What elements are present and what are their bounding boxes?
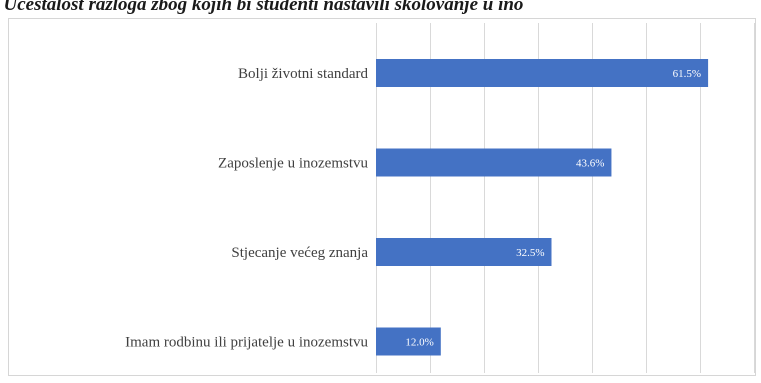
value-label: 61.5% (673, 68, 701, 80)
category-label: Stjecanje većeg znanja (231, 245, 368, 261)
figure-caption: . Učestalost razloga zbog kojih bi stude… (0, 0, 524, 15)
bar (376, 238, 552, 266)
bar (376, 327, 441, 356)
bar (376, 59, 709, 87)
chart-area: Bolji životni standard 61.5% Zaposlenje u … (8, 18, 756, 376)
value-label: 43.6% (576, 158, 604, 170)
value-label: 32.5% (516, 247, 544, 259)
value-label: 12.0% (405, 337, 433, 349)
category-label: Imam rodbinu ili prijatelje u inozemstvu (125, 335, 368, 351)
bar (376, 148, 612, 177)
category-label: Bolji životni standard (238, 66, 368, 82)
bar-chart: Bolji životni standard 61.5% Zaposlenje u … (125, 23, 755, 373)
category-label: Zaposlenje u inozemstvu (218, 156, 368, 172)
